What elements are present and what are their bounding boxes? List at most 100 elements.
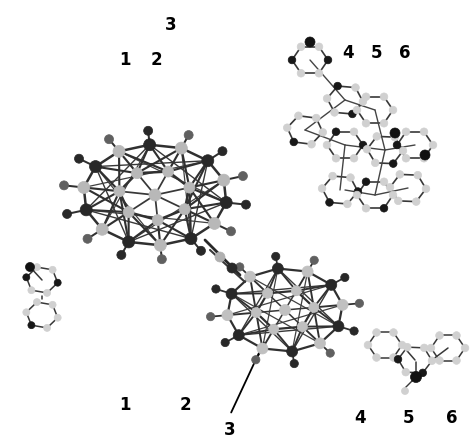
Circle shape <box>419 369 427 377</box>
Text: 4: 4 <box>354 409 366 427</box>
Text: 5: 5 <box>402 409 414 427</box>
Circle shape <box>324 56 332 64</box>
Circle shape <box>105 135 114 144</box>
Circle shape <box>62 210 71 219</box>
Circle shape <box>326 279 337 290</box>
Circle shape <box>212 285 220 293</box>
Circle shape <box>184 131 193 139</box>
Circle shape <box>49 301 56 308</box>
Circle shape <box>362 204 370 212</box>
Circle shape <box>403 343 411 351</box>
Circle shape <box>291 286 301 296</box>
Circle shape <box>390 329 397 336</box>
Circle shape <box>350 128 358 135</box>
Circle shape <box>326 198 333 206</box>
Circle shape <box>393 141 401 149</box>
Circle shape <box>429 141 437 149</box>
Circle shape <box>89 160 102 173</box>
Circle shape <box>341 273 349 282</box>
Circle shape <box>355 299 364 308</box>
Circle shape <box>343 200 351 208</box>
Circle shape <box>233 330 244 341</box>
Circle shape <box>386 183 394 191</box>
Text: 2: 2 <box>150 51 162 69</box>
Circle shape <box>315 338 325 349</box>
Circle shape <box>242 200 251 209</box>
Circle shape <box>280 304 290 316</box>
Circle shape <box>315 69 323 77</box>
Circle shape <box>453 332 460 339</box>
Circle shape <box>54 279 61 286</box>
Circle shape <box>427 344 435 352</box>
Circle shape <box>34 299 40 306</box>
Circle shape <box>402 155 410 162</box>
Circle shape <box>78 181 90 194</box>
Circle shape <box>412 198 420 206</box>
Circle shape <box>318 185 326 192</box>
Circle shape <box>28 322 35 329</box>
Circle shape <box>123 207 134 218</box>
Circle shape <box>163 166 174 177</box>
Circle shape <box>34 264 40 270</box>
Circle shape <box>350 327 358 335</box>
Circle shape <box>23 309 30 316</box>
Circle shape <box>49 266 56 273</box>
Circle shape <box>380 93 388 101</box>
Circle shape <box>337 299 348 310</box>
Circle shape <box>220 197 232 209</box>
Circle shape <box>391 133 399 141</box>
Text: 1: 1 <box>119 396 131 414</box>
Circle shape <box>175 142 187 154</box>
Circle shape <box>44 289 51 296</box>
Circle shape <box>297 43 305 51</box>
Circle shape <box>152 215 163 226</box>
Circle shape <box>149 189 161 201</box>
Circle shape <box>297 69 305 77</box>
Circle shape <box>226 288 237 299</box>
Circle shape <box>54 314 61 321</box>
Circle shape <box>332 128 340 135</box>
Circle shape <box>131 168 142 179</box>
Circle shape <box>353 191 361 199</box>
Circle shape <box>390 128 400 138</box>
Circle shape <box>215 252 225 262</box>
Circle shape <box>222 310 233 320</box>
Circle shape <box>329 172 336 180</box>
Circle shape <box>245 271 255 282</box>
Circle shape <box>420 128 428 135</box>
Circle shape <box>144 127 153 135</box>
Circle shape <box>308 140 315 148</box>
Circle shape <box>334 82 342 90</box>
Circle shape <box>206 312 215 321</box>
Circle shape <box>373 133 381 140</box>
Circle shape <box>179 204 190 215</box>
Circle shape <box>389 160 397 168</box>
Circle shape <box>453 357 460 364</box>
Text: 2: 2 <box>179 396 191 414</box>
Circle shape <box>402 388 409 395</box>
Circle shape <box>196 246 205 255</box>
Circle shape <box>363 145 371 153</box>
Circle shape <box>158 255 166 264</box>
Circle shape <box>227 263 237 273</box>
Circle shape <box>26 262 35 271</box>
Circle shape <box>359 98 367 105</box>
Circle shape <box>359 141 367 149</box>
Circle shape <box>144 139 156 151</box>
Circle shape <box>373 329 380 336</box>
Circle shape <box>331 109 338 116</box>
Circle shape <box>333 321 344 332</box>
Circle shape <box>272 252 280 261</box>
Circle shape <box>349 110 356 118</box>
Circle shape <box>399 147 407 155</box>
Circle shape <box>23 274 30 281</box>
Circle shape <box>252 356 260 364</box>
Circle shape <box>353 106 361 114</box>
Circle shape <box>414 171 421 179</box>
Circle shape <box>302 266 313 277</box>
Circle shape <box>218 147 227 156</box>
Circle shape <box>114 186 125 197</box>
Text: 1: 1 <box>120 51 131 69</box>
Circle shape <box>364 341 372 349</box>
Circle shape <box>123 236 135 248</box>
